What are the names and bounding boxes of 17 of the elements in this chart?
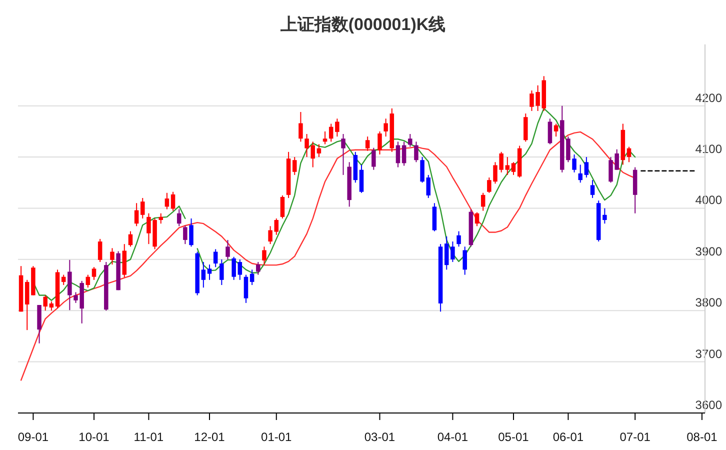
- x-tick-label: 12-01: [194, 430, 226, 444]
- y-tick-label: 4200: [695, 90, 722, 105]
- x-tick-label: 08-01: [686, 430, 718, 444]
- chart-title: 上证指数(000001)K线: [279, 15, 446, 34]
- x-tick-label: 01-01: [261, 430, 292, 444]
- x-tick-label: 11-01: [134, 430, 164, 444]
- x-tick-label: 06-01: [552, 430, 584, 444]
- x-tick-label: 03-01: [364, 430, 396, 444]
- x-tick-label: 09-01: [18, 430, 49, 444]
- y-tick-label: 4000: [695, 193, 722, 208]
- y-tick-label: 3900: [695, 244, 722, 258]
- y-tick-label: 3600: [695, 398, 722, 412]
- x-tick-label: 10-01: [78, 430, 110, 444]
- y-tick-label: 3800: [695, 296, 722, 310]
- x-tick-label: 04-01: [437, 430, 468, 444]
- x-tick-label: 07-01: [620, 430, 651, 444]
- x-tick-label: 05-01: [498, 430, 530, 444]
